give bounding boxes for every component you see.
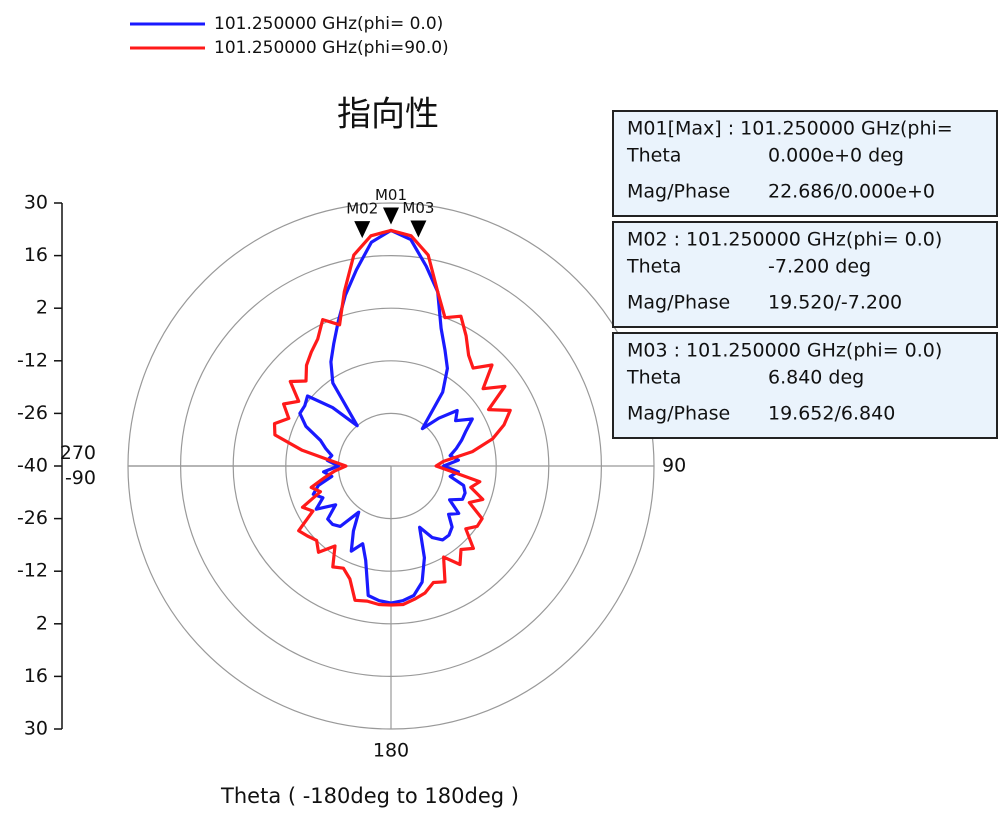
angle-tick-label: 90 bbox=[662, 455, 686, 477]
angle-tick-label: 270 bbox=[60, 442, 96, 464]
marker-box bbox=[612, 221, 998, 328]
radial-tick-label: 30 bbox=[24, 718, 48, 740]
radial-tick-label: -12 bbox=[17, 560, 48, 582]
legend-label: 101.250000 GHz(phi= 0.0) bbox=[214, 14, 443, 34]
marker-box-key: Theta bbox=[626, 145, 681, 167]
marker-box bbox=[612, 332, 998, 439]
marker-box-key: Theta bbox=[626, 256, 681, 278]
marker-box-value: 19.520/-7.200 bbox=[768, 292, 902, 314]
marker-box-title: M02 : 101.250000 GHz(phi= 0.0) bbox=[627, 229, 942, 251]
marker-box-title: M03 : 101.250000 GHz(phi= 0.0) bbox=[627, 340, 942, 362]
marker-box-value: 6.840 deg bbox=[768, 367, 864, 389]
radial-tick-label: -40 bbox=[17, 455, 48, 477]
marker-triangle bbox=[410, 220, 427, 238]
angle-tick-label: 180 bbox=[373, 740, 409, 762]
marker-box-title: M01[Max] : 101.250000 GHz(phi= bbox=[627, 118, 953, 140]
radial-tick-label: 16 bbox=[24, 244, 48, 266]
marker-triangle bbox=[383, 207, 399, 225]
marker-label: M01 bbox=[375, 186, 407, 204]
marker-label: M02 bbox=[346, 200, 378, 218]
angle-tick-label: -90 bbox=[65, 467, 96, 489]
marker-box-value: -7.200 deg bbox=[768, 256, 871, 278]
radial-tick-label: 2 bbox=[36, 612, 48, 634]
radial-tick-label: -26 bbox=[17, 402, 48, 424]
radial-tick-label: -26 bbox=[17, 507, 48, 529]
marker-box-key: Mag/Phase bbox=[627, 181, 730, 203]
marker-box-key: Mag/Phase bbox=[627, 403, 730, 425]
radial-tick-label: 30 bbox=[24, 192, 48, 214]
legend-label: 101.250000 GHz(phi=90.0) bbox=[214, 38, 449, 58]
marker-box-key: Theta bbox=[626, 367, 681, 389]
axis-label: Theta ( -180deg to 180deg ) bbox=[220, 784, 519, 808]
series-line bbox=[298, 228, 474, 605]
marker-box bbox=[612, 110, 998, 217]
radial-tick-label: 16 bbox=[24, 665, 48, 687]
radial-tick-label: -12 bbox=[17, 349, 48, 371]
marker-box-key: Mag/Phase bbox=[627, 292, 730, 314]
chart-title: 指向性 bbox=[337, 95, 439, 135]
marker-box-value: 22.686/0.000e+0 bbox=[768, 181, 935, 203]
radial-tick-label: 2 bbox=[36, 297, 48, 319]
marker-box-value: 0.000e+0 deg bbox=[768, 145, 904, 167]
series-line bbox=[272, 228, 512, 607]
marker-triangle bbox=[354, 221, 371, 239]
marker-box-value: 19.652/6.840 bbox=[768, 403, 895, 425]
marker-label: M03 bbox=[402, 199, 434, 217]
